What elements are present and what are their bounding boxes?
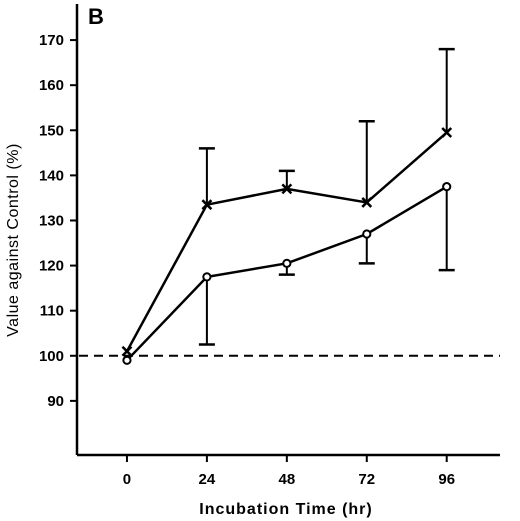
data-point-circle-marker [122, 355, 132, 365]
data-point-x-marker [121, 345, 133, 357]
x-tick-label: 0 [123, 471, 131, 488]
axes: 90 100 110 120 130 140 150 160 170 0 24 48 72 96 [39, 4, 500, 488]
y-tick-label: 100 [39, 348, 64, 365]
marker-stroke [201, 199, 213, 211]
data-point-circle-marker [202, 272, 212, 282]
y-tick-label: 120 [39, 258, 64, 275]
marker-stroke [361, 197, 373, 208]
series-line [125, 131, 448, 352]
data-point-x-marker [281, 183, 293, 195]
data-point-circle-marker [442, 182, 452, 192]
x-tick-label: 96 [438, 471, 455, 488]
y-axis-title: Value against Control (%) [5, 143, 22, 337]
y-tick-label: 110 [40, 303, 64, 320]
y-tick-label: 140 [39, 167, 64, 184]
x-axis-title: Incubation Time (hr) [199, 501, 372, 518]
y-tick-label: 150 [39, 122, 64, 139]
data-point-x-marker [201, 199, 213, 211]
x-tick-label: 48 [278, 471, 295, 488]
y-tick-label: 160 [39, 77, 64, 94]
marker-stroke [281, 183, 293, 195]
data-point-x-marker [361, 197, 373, 208]
y-tick-label: 170 [39, 32, 64, 49]
data-point-circle-marker [362, 229, 372, 239]
series-group [121, 47, 455, 365]
marker-stroke [121, 345, 133, 357]
x-tick-label: 72 [358, 471, 375, 488]
series-2 [122, 182, 455, 365]
series-1 [121, 47, 455, 357]
marker-stroke [441, 127, 453, 138]
data-point-x-marker [441, 127, 453, 138]
panel-label: B [88, 4, 104, 29]
y-tick-label: 130 [39, 212, 64, 229]
data-point-circle-marker [282, 258, 292, 268]
y-tick-label: 90 [47, 393, 64, 410]
x-tick-label: 24 [199, 471, 216, 488]
